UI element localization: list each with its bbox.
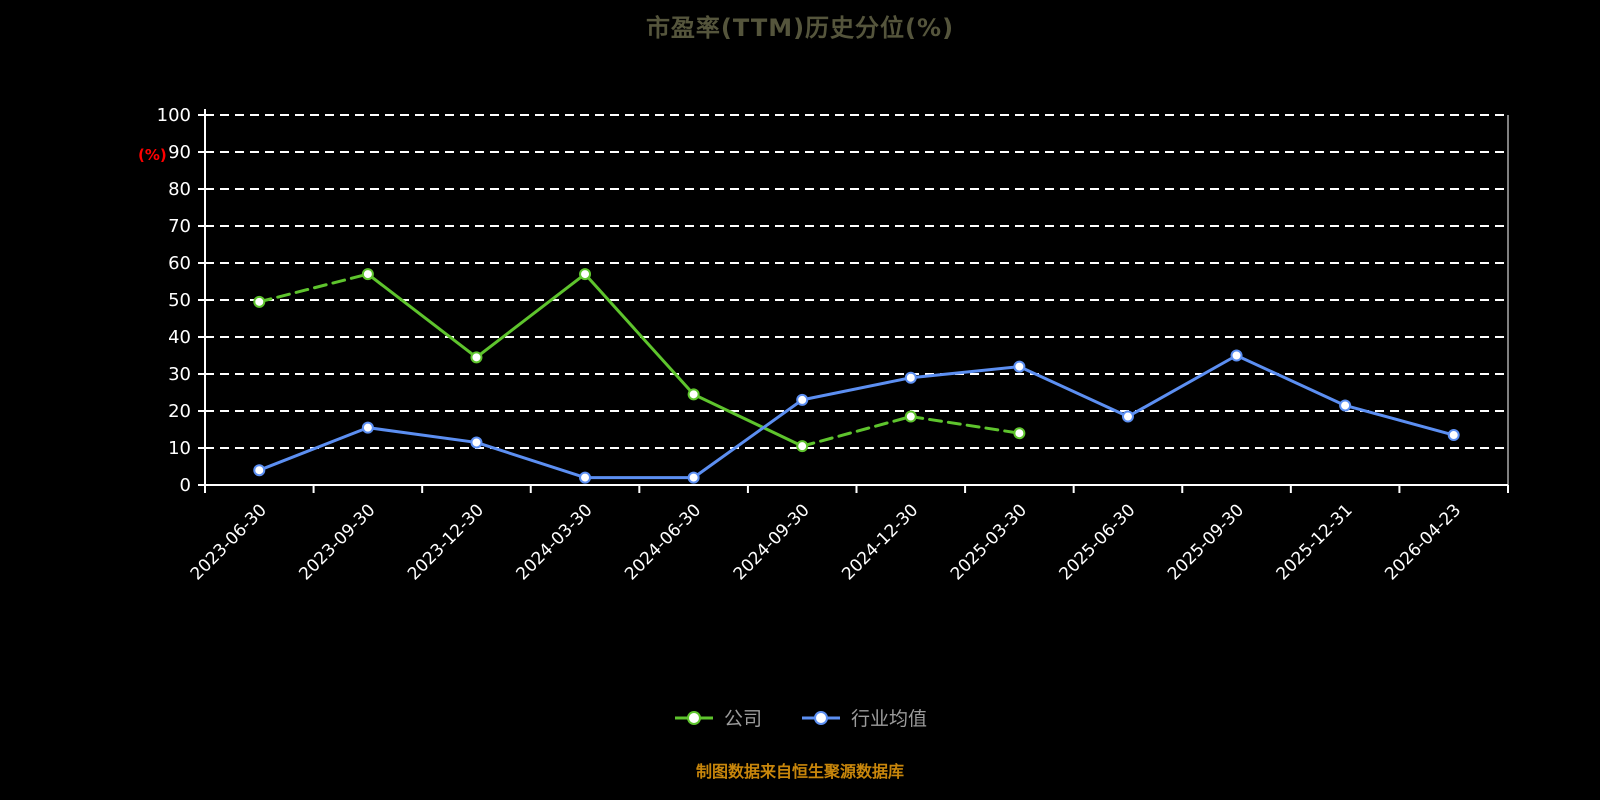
data-point-marker-industry-average	[1447, 429, 1460, 442]
data-point-marker-company	[796, 440, 809, 453]
y-tick-label: 0	[180, 475, 191, 496]
x-tick-label: 2023-09-30	[295, 500, 379, 584]
legend-item-industry-average[interactable]: 行业均值	[800, 704, 927, 731]
data-point-marker-industry-average	[1121, 410, 1134, 423]
y-tick-label: 20	[168, 401, 191, 422]
data-point-marker-company	[361, 268, 374, 281]
series-segment-industry-average	[257, 426, 370, 472]
x-tick-label: 2023-06-30	[187, 500, 271, 584]
legend: 公司 行业均值	[0, 704, 1600, 731]
legend-label: 公司	[723, 708, 762, 730]
y-tick-label: 80	[168, 179, 191, 200]
x-tick-label: 2025-12-31	[1273, 500, 1357, 584]
y-tick-label: 50	[168, 290, 191, 311]
x-tick-label: 2026-04-23	[1381, 500, 1465, 584]
y-tick-label: 40	[168, 327, 191, 348]
series-segment-industry-average	[366, 426, 478, 444]
x-tick-label: 2025-06-30	[1055, 500, 1139, 584]
data-point-marker-industry-average	[253, 464, 266, 477]
data-point-marker-company	[904, 410, 917, 423]
legend-marker-industry-average	[802, 710, 840, 725]
series-segment-industry-average	[1343, 403, 1456, 437]
data-point-marker-industry-average	[1230, 349, 1243, 362]
data-point-marker-industry-average	[470, 436, 483, 449]
series-segment-company	[366, 272, 478, 359]
data-point-marker-company	[1013, 427, 1026, 440]
data-point-marker-industry-average	[579, 471, 592, 484]
series-segment-industry-average	[1235, 354, 1347, 407]
series-segment-industry-average	[909, 365, 1021, 380]
data-point-marker-industry-average	[1013, 360, 1026, 373]
data-point-marker-industry-average	[687, 471, 700, 484]
data-point-marker-industry-average	[904, 371, 917, 384]
y-tick-label: 30	[168, 364, 191, 385]
y-tick-label: 10	[168, 438, 191, 459]
data-point-marker-company	[687, 388, 700, 401]
data-source-note: 制图数据来自恒生聚源数据库	[695, 762, 904, 781]
y-axis-unit-label: (%)	[138, 146, 167, 164]
data-point-marker-company	[253, 295, 266, 308]
y-tick-label: 70	[168, 216, 191, 237]
legend-item-company[interactable]: 公司	[673, 704, 762, 731]
series-segment-company	[909, 415, 1021, 435]
series-segment-company	[692, 392, 804, 448]
x-tick-label: 2024-06-30	[621, 500, 705, 584]
x-tick-label: 2024-12-30	[838, 500, 922, 584]
data-point-marker-company	[579, 268, 592, 281]
data-point-marker-industry-average	[796, 393, 809, 406]
series-segment-industry-average	[474, 440, 587, 480]
data-point-marker-company	[470, 351, 483, 364]
series-segment-industry-average	[1126, 354, 1239, 419]
legend-label: 行业均值	[851, 708, 928, 730]
x-tick-label: 2023-12-30	[404, 500, 488, 584]
series-segment-company	[800, 415, 913, 448]
series-segment-industry-average	[800, 376, 913, 402]
series-segment-industry-average	[692, 398, 804, 480]
data-point-marker-industry-average	[1339, 399, 1352, 412]
y-tick-label: 60	[168, 253, 191, 274]
y-tick-label: 100	[157, 105, 191, 126]
x-tick-label: 2024-09-30	[730, 500, 814, 584]
series-segment-company	[257, 272, 370, 304]
x-tick-label: 2025-03-30	[947, 500, 1031, 584]
series-segment-company	[474, 272, 587, 359]
x-tick-label: 2024-03-30	[513, 500, 597, 584]
legend-marker-company	[674, 710, 713, 725]
y-tick-label: 90	[168, 142, 191, 163]
series-segment-company	[583, 272, 696, 396]
chart-title: 市盈率(TTM)历史分位(%)	[645, 14, 955, 42]
x-tick-label: 2025-09-30	[1164, 500, 1248, 584]
series-segment-industry-average	[1017, 365, 1130, 419]
data-point-marker-industry-average	[361, 421, 374, 434]
